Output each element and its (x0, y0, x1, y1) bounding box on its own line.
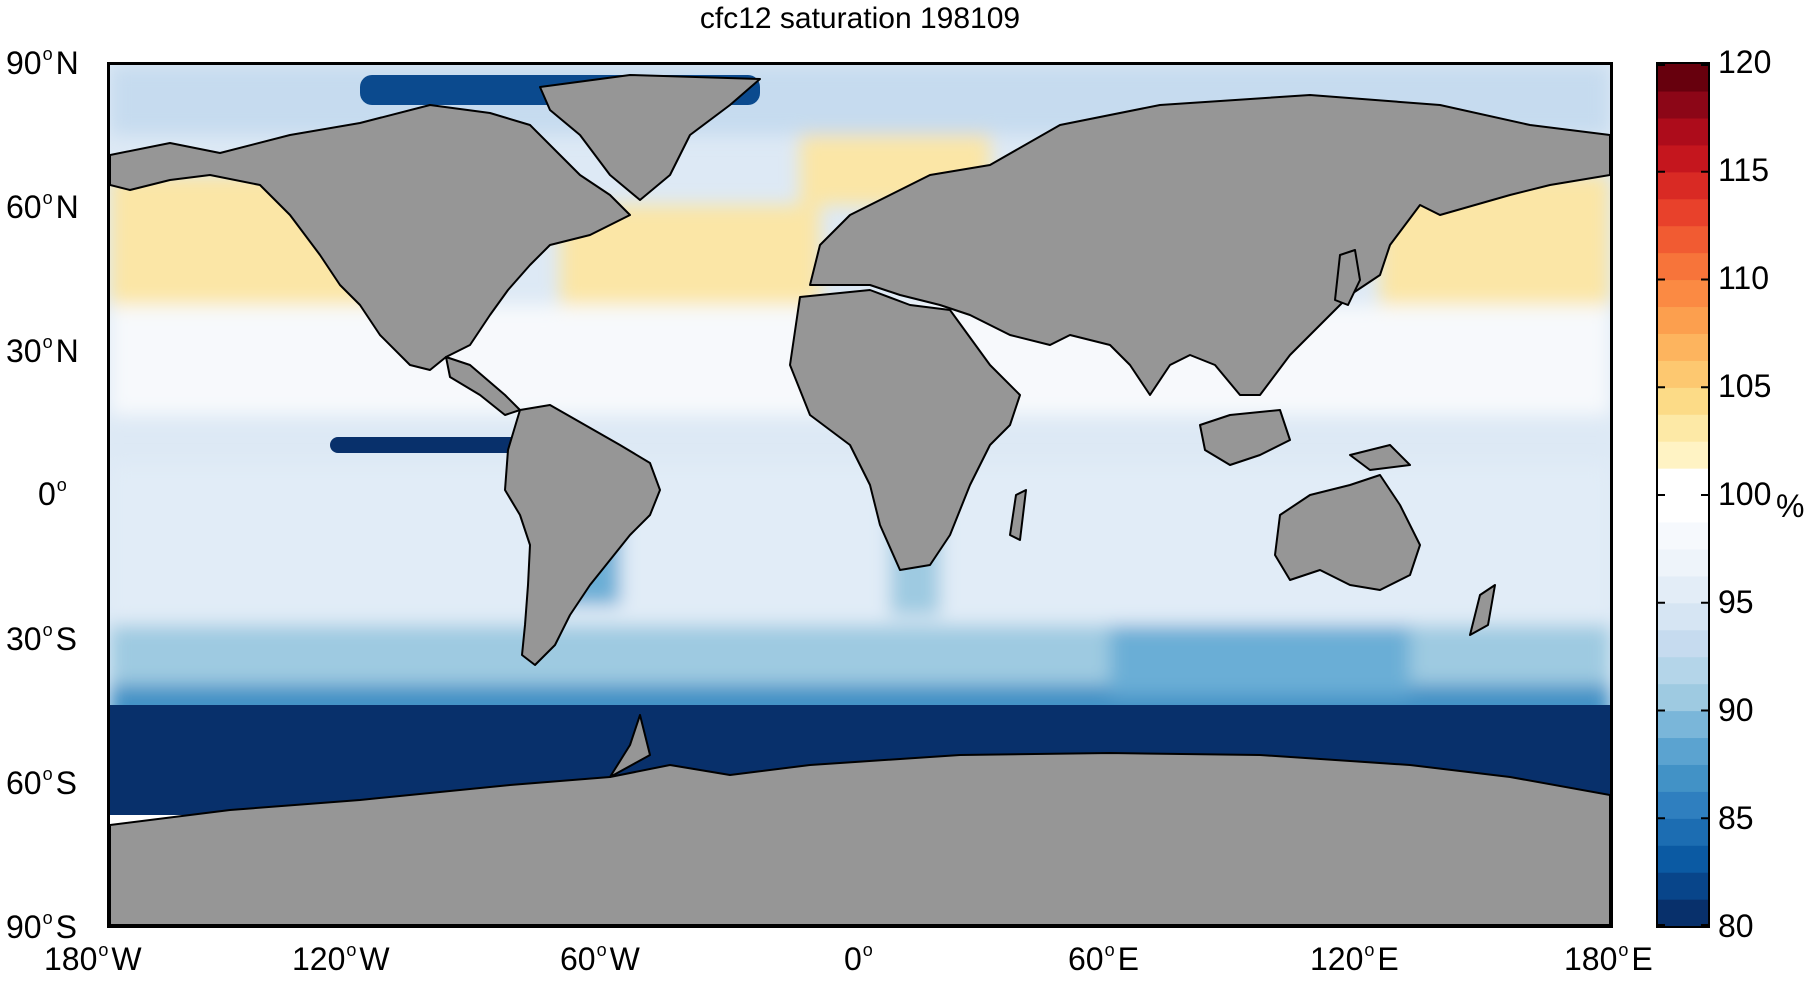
colorbar-step (1658, 333, 1708, 361)
colorbar-step (1658, 171, 1708, 200)
colorbar-tick-mark (1658, 709, 1665, 712)
colorbar-step (1658, 252, 1708, 281)
colorbar-unit: % (1776, 488, 1805, 524)
colorbar-tick-label: 115 (1718, 152, 1770, 188)
colorbar-tick-mark (1658, 494, 1665, 496)
colorbar-tick-label: 95 (1718, 584, 1754, 620)
colorbar-step (1658, 872, 1708, 900)
antarctic-peninsula-landmass (609, 714, 651, 778)
colorbar-step (1658, 387, 1708, 415)
colorbar-step (1658, 818, 1708, 846)
colorbar-step (1658, 441, 1708, 469)
map-panel (107, 62, 1613, 928)
colorbar-tick-label: 90 (1718, 692, 1754, 728)
new-guinea-landmass (1349, 444, 1411, 471)
colorbar-step (1658, 710, 1708, 739)
colorbar-tick-mark (1658, 64, 1665, 66)
colorbar-tick-mark (1701, 386, 1708, 389)
japan-landmass (1334, 249, 1361, 306)
land-masses (110, 74, 1610, 925)
lon-label-120w: 120oW (292, 940, 390, 977)
colorbar-tick-mark (1701, 817, 1708, 820)
lat-label-90n: 90oN (6, 44, 79, 81)
colorbar-step (1658, 117, 1708, 146)
colorbar-tick-mark (1658, 278, 1665, 281)
lat-label-30n: 30oN (6, 332, 79, 369)
colorbar-gradient (1658, 64, 1708, 926)
colorbar-step (1658, 521, 1708, 550)
central-america-landmass (445, 356, 521, 416)
colorbar-step (1658, 629, 1708, 658)
colorbar (1656, 62, 1710, 928)
colorbar-step (1658, 468, 1708, 496)
colorbar-step (1658, 548, 1708, 577)
colorbar-step (1658, 575, 1708, 604)
map-title: cfc12 saturation 198109 (699, 2, 1021, 35)
colorbar-step (1658, 602, 1708, 631)
north-america-landmass (110, 104, 631, 371)
colorbar-step (1658, 899, 1708, 926)
lon-label-180e: 180oE (1564, 940, 1653, 977)
eurasia-landmass (809, 94, 1610, 396)
colorbar-tick-mark (1701, 278, 1708, 281)
lat-label-60s: 60oS (6, 764, 77, 801)
colorbar-step (1658, 791, 1708, 819)
colorbar-step (1658, 279, 1708, 308)
lat-label-90s: 90oS (6, 908, 77, 945)
colorbar-tick-mark (1658, 817, 1665, 820)
lon-label-60w: 60oW (560, 940, 640, 977)
colorbar-tick-mark (1701, 170, 1708, 173)
colorbar-tick-mark (1658, 924, 1665, 926)
colorbar-step (1658, 414, 1708, 442)
greenland-landmass (539, 74, 761, 201)
south-america-landmass (504, 404, 661, 666)
lat-label-60n: 60oN (6, 188, 79, 225)
colorbar-tick-mark (1658, 386, 1665, 389)
colorbar-tick-label: 85 (1718, 800, 1754, 836)
lon-label-60e: 60oE (1068, 940, 1139, 977)
colorbar-step (1658, 360, 1708, 388)
lat-label-30s: 30oS (6, 620, 77, 657)
colorbar-step (1658, 225, 1708, 254)
borneo-sumatra-landmass (1199, 409, 1291, 466)
colorbar-tick-label: 120 (1718, 44, 1772, 80)
colorbar-step (1658, 737, 1708, 765)
australia-landmass (1274, 474, 1421, 591)
colorbar-step (1658, 306, 1708, 334)
colorbar-step (1658, 198, 1708, 227)
colorbar-step (1658, 656, 1708, 685)
colorbar-step (1658, 90, 1708, 119)
colorbar-step (1658, 64, 1708, 92)
colorbar-tick-mark (1701, 709, 1708, 712)
new-zealand-landmass (1469, 584, 1496, 636)
lon-label-180w: 180oW (44, 940, 142, 977)
colorbar-tick-mark (1701, 64, 1708, 66)
colorbar-tick-label: 80 (1718, 908, 1754, 944)
colorbar-tick-mark (1658, 170, 1665, 173)
lat-label-0: 0o (38, 475, 67, 512)
colorbar-tick-label: 100 (1718, 476, 1772, 512)
world-map (110, 65, 1610, 925)
colorbar-tick-mark (1701, 494, 1708, 496)
lon-label-120e: 120oE (1310, 940, 1399, 977)
colorbar-tick-mark (1701, 924, 1708, 926)
madagascar-landmass (1009, 489, 1027, 541)
colorbar-tick-label: 110 (1718, 260, 1770, 296)
antarctica-landmass (110, 752, 1610, 925)
lon-label-0: 0o (844, 940, 873, 977)
colorbar-tick-mark (1658, 601, 1665, 604)
colorbar-tick-label: 105 (1718, 368, 1772, 404)
colorbar-step (1658, 495, 1708, 523)
colorbar-step (1658, 764, 1708, 792)
africa-landmass (789, 289, 1021, 571)
colorbar-step (1658, 144, 1708, 173)
colorbar-step (1658, 683, 1708, 712)
colorbar-step (1658, 845, 1708, 873)
colorbar-tick-mark (1701, 601, 1708, 604)
